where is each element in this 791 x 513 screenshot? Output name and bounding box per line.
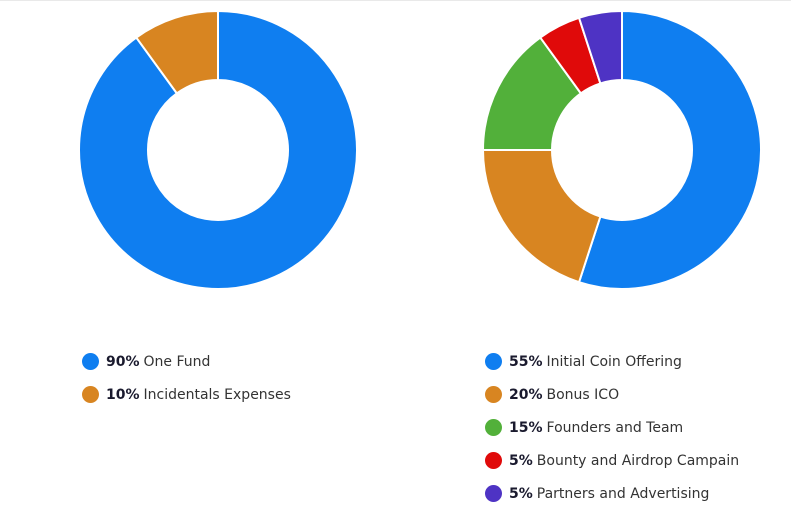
slice-token-initial-coin-offering — [578, 10, 762, 290]
legend-item: 5% Bounty and Airdrop Campain — [485, 444, 739, 477]
legend-color-dot-icon — [485, 452, 502, 469]
legend-label: One Fund — [143, 353, 211, 370]
legend-label: Bonus ICO — [546, 386, 620, 403]
legend-fund-allocation: 90% One Fund 10% Incidentals Expenses — [82, 345, 291, 411]
legend-percent: 5% — [509, 452, 533, 469]
donut-charts — [78, 10, 762, 290]
legend-item: 5% Partners and Advertising — [485, 477, 739, 510]
top-divider — [0, 0, 791, 1]
legend-item: 55% Initial Coin Offering — [485, 345, 739, 378]
legend-color-dot-icon — [485, 419, 502, 436]
legend-item: 90% One Fund — [82, 345, 291, 378]
legend-label: Bounty and Airdrop Campain — [536, 452, 740, 469]
legend-percent: 90% — [106, 353, 140, 370]
legend-color-dot-icon — [82, 386, 99, 403]
legend-color-dot-icon — [485, 485, 502, 502]
legend-label: Partners and Advertising — [536, 485, 710, 502]
slice-token-partners-and-advertising — [578, 10, 623, 85]
legend-item: 15% Founders and Team — [485, 411, 739, 444]
legend-percent: 15% — [509, 419, 543, 436]
legend-label: Incidentals Expenses — [143, 386, 291, 403]
legend-item: 20% Bonus ICO — [485, 378, 739, 411]
slice-fund-one-fund — [78, 10, 358, 290]
legend-percent: 20% — [509, 386, 543, 403]
legend-color-dot-icon — [82, 353, 99, 370]
legend-label: Initial Coin Offering — [546, 353, 682, 370]
legend-percent: 5% — [509, 485, 533, 502]
legend-percent: 10% — [106, 386, 140, 403]
slice-fund-incidentals-expenses — [135, 10, 219, 95]
legend-label: Founders and Team — [546, 419, 684, 436]
legend-color-dot-icon — [485, 386, 502, 403]
legend-item: 10% Incidentals Expenses — [82, 378, 291, 411]
legend-token-distribution: 55% Initial Coin Offering 20% Bonus ICO 15% F… — [485, 345, 739, 510]
legend-percent: 55% — [509, 353, 543, 370]
legend-color-dot-icon — [485, 353, 502, 370]
slice-token-bonus-ico — [482, 149, 602, 284]
